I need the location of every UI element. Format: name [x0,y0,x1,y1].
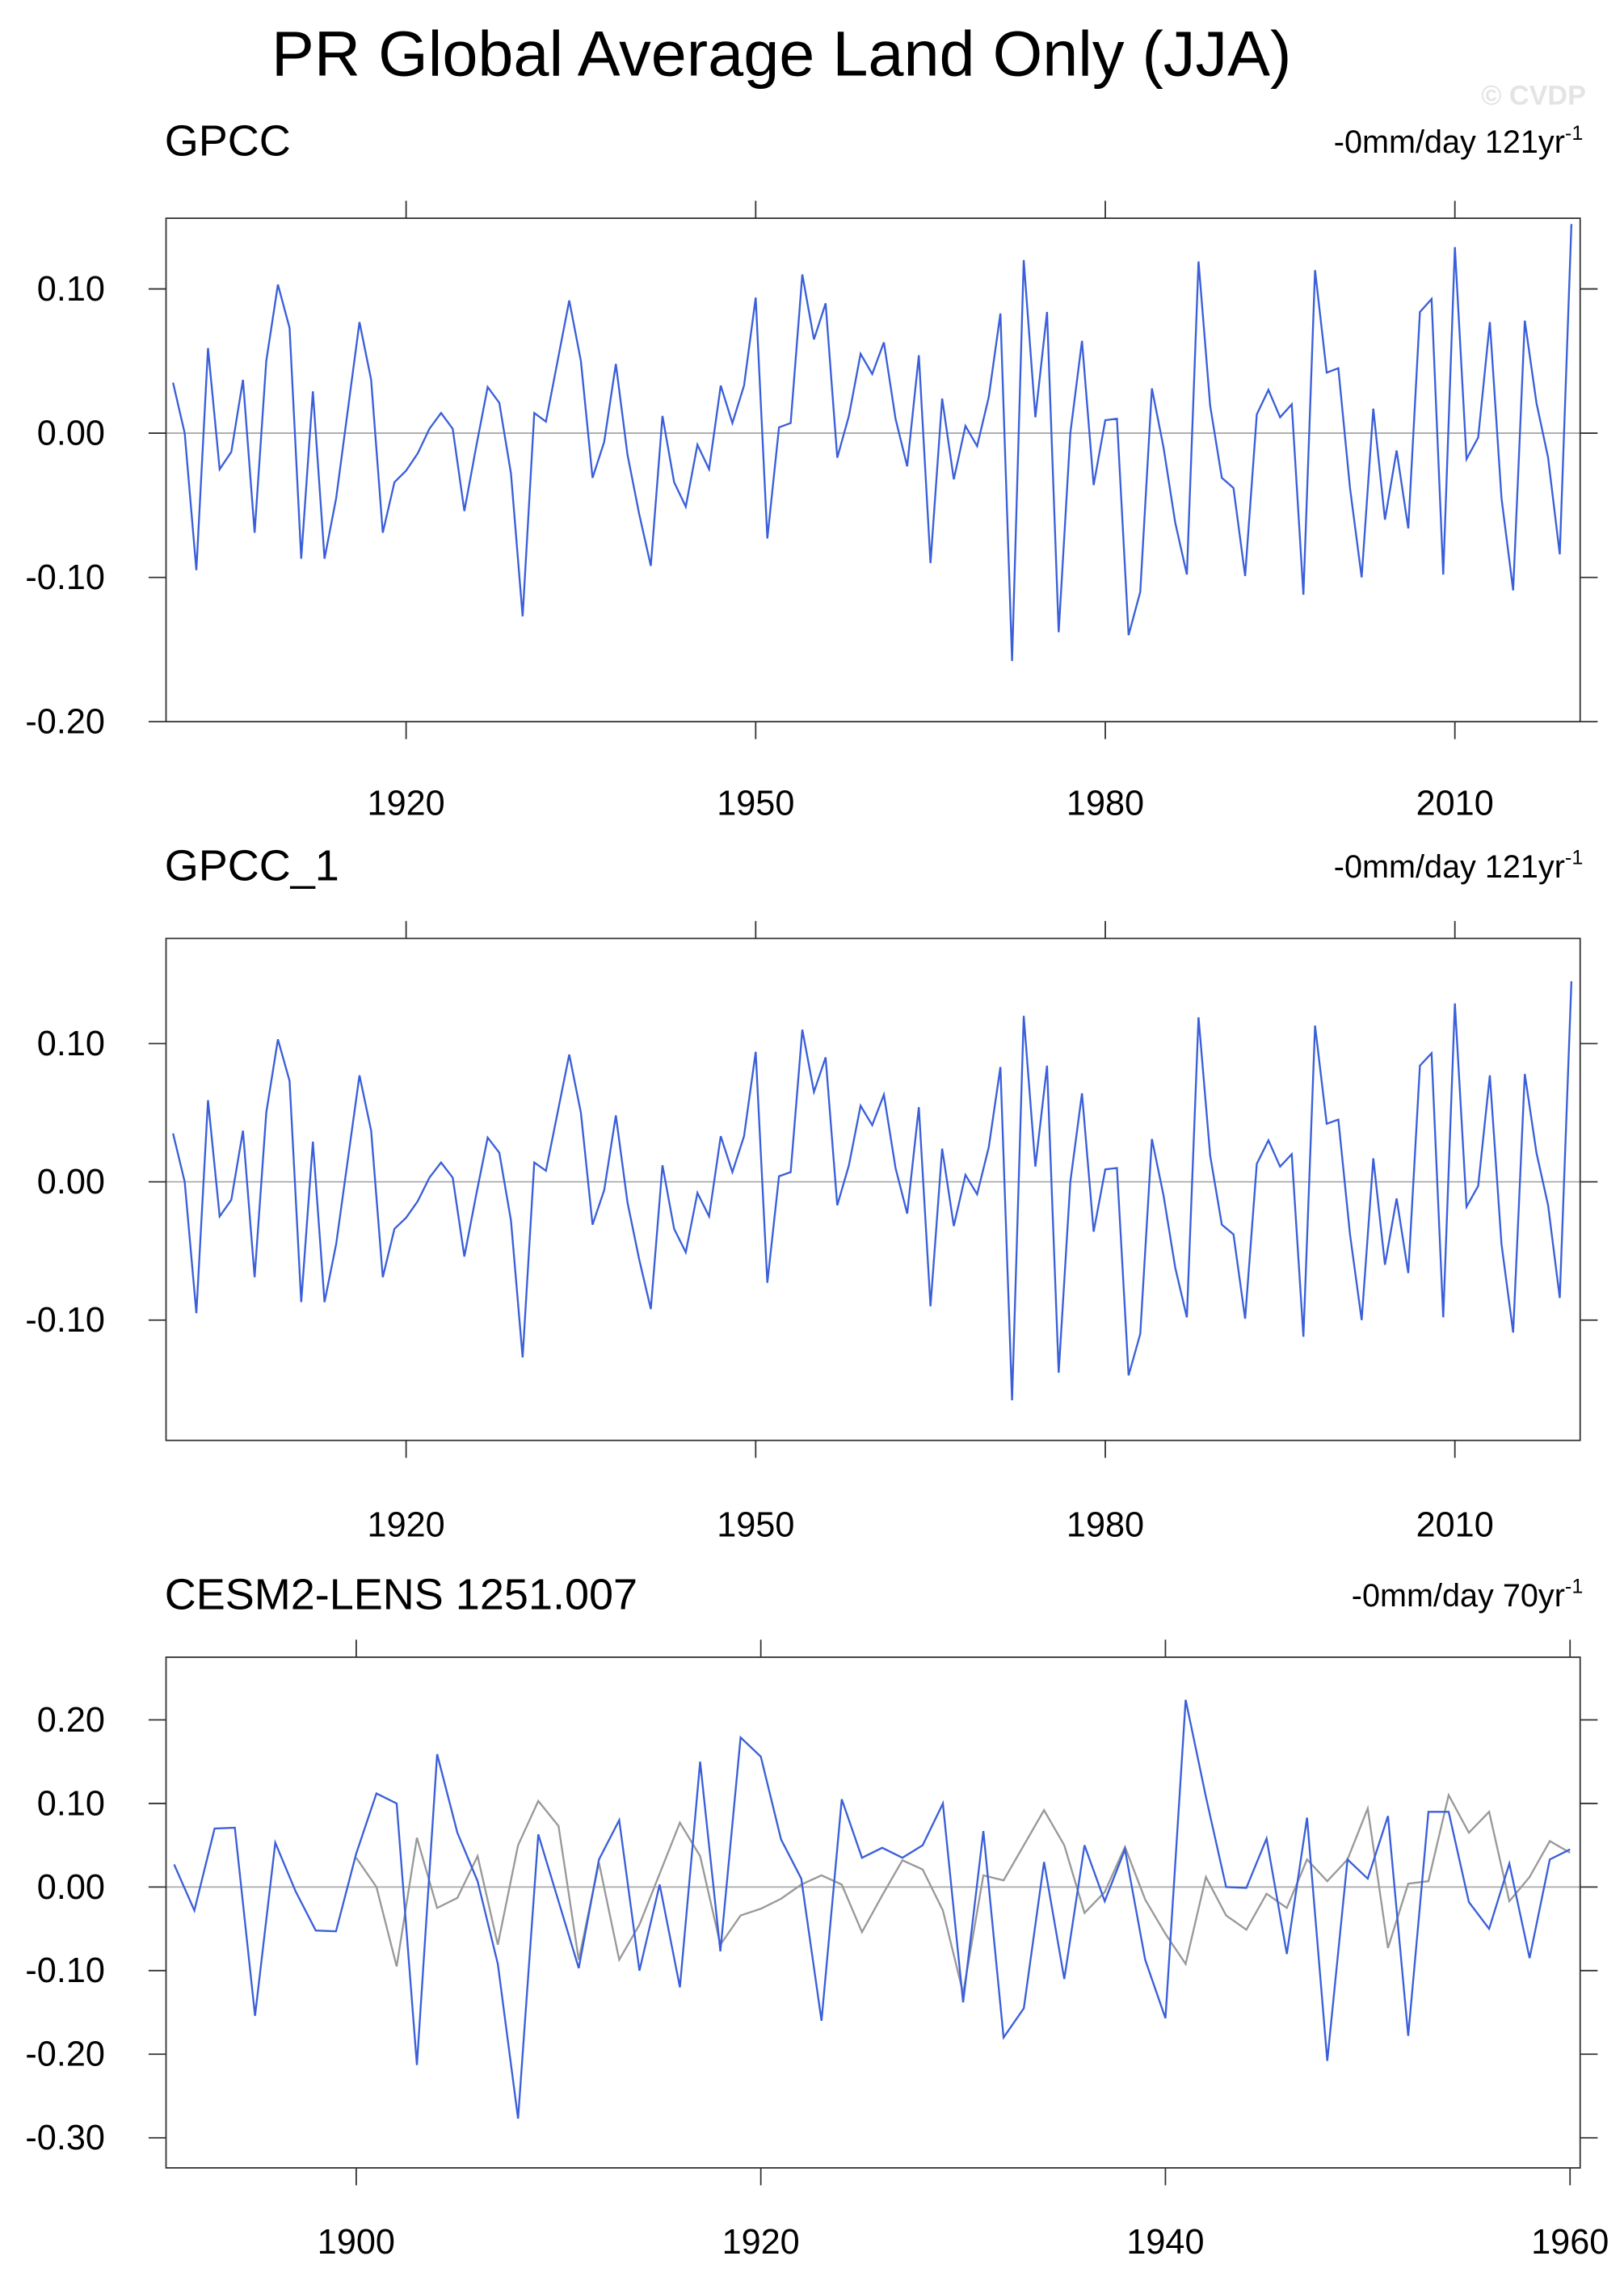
trend-text: -0mm/day 121yr [1334,849,1565,885]
watermark: © CVDP [1481,81,1586,112]
trend-sup: -1 [1565,847,1583,869]
y-tick-label: 0.00 [37,1163,105,1202]
y-tick-label: 0.10 [37,270,105,309]
trend-label: -0mm/day 121yr-1 [1334,122,1584,160]
panel-title: GPCC_1 [165,841,339,890]
x-tick-label: 1900 [318,2223,395,2262]
x-tick-label: 1920 [722,2223,800,2262]
y-tick-label: 0.10 [37,1025,105,1063]
plot-frame [165,937,1581,1442]
x-tick-label: 1980 [1067,1505,1144,1544]
trend-label: -0mm/day 70yr-1 [1352,1576,1584,1614]
x-tick-label: 1980 [1067,784,1144,823]
y-tick-label: -0.10 [25,1951,104,1990]
x-tick-label: 2010 [1416,784,1494,823]
x-tick-label: 1940 [1126,2223,1204,2262]
y-tick-label: -0.10 [25,1301,104,1340]
trend-sup: -1 [1565,122,1583,145]
x-tick-label: 1920 [368,1505,445,1544]
y-tick-label: -0.30 [25,2119,104,2157]
trend-text: -0mm/day 70yr [1352,1578,1565,1614]
trend-label: -0mm/day 121yr-1 [1334,847,1584,885]
x-tick-label: 1950 [717,1505,794,1544]
x-tick-label: 1960 [1531,2223,1609,2262]
series-line [172,224,1573,662]
x-tick-label: 1950 [717,784,794,823]
trend-text: -0mm/day 121yr [1334,124,1565,160]
plot-frame [165,1656,1581,2169]
plot-frame [165,217,1581,723]
series-line [172,981,1573,1401]
y-tick-label: -0.10 [25,558,104,597]
y-tick-label: -0.20 [25,703,104,742]
y-tick-label: 0.20 [37,1701,105,1740]
series-line [173,1699,1571,2119]
trend-sup: -1 [1565,1576,1583,1598]
panel-title: GPCC [165,117,291,166]
x-tick-label: 2010 [1416,1505,1494,1544]
figure-title: PR Global Average Land Only (JJA) [271,18,1291,90]
y-tick-label: -0.20 [25,2035,104,2074]
y-tick-label: 0.00 [37,1868,105,1907]
y-tick-label: 0.10 [37,1784,105,1823]
panel-title: CESM2-LENS 1251.007 [165,1571,637,1619]
y-tick-label: 0.00 [37,414,105,452]
x-tick-label: 1920 [368,784,445,823]
